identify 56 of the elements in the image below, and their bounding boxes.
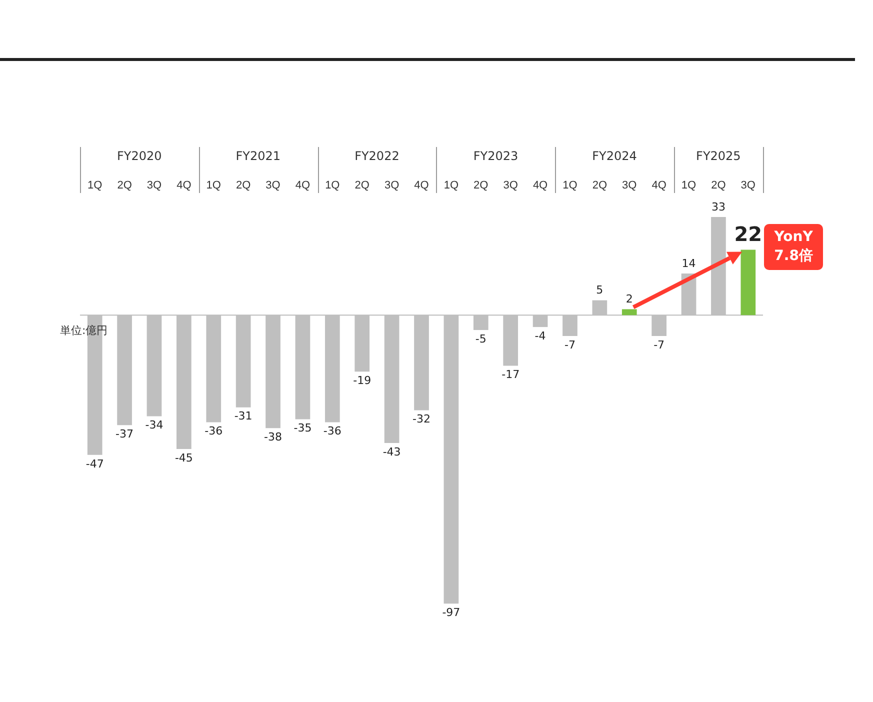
x-tick-label: 1Q: [562, 180, 578, 192]
data-label: -31: [234, 410, 252, 423]
x-tick-label: 2Q: [354, 180, 370, 192]
x-tick-label: 2Q: [236, 180, 252, 192]
data-label: -45: [174, 451, 193, 464]
data-label: -4: [534, 329, 546, 342]
data-label: -19: [353, 374, 372, 388]
data-label: -47: [86, 457, 104, 470]
x-tick-label: 4Q: [176, 180, 192, 192]
text: FY2025: [695, 149, 742, 163]
text: FY2023: [472, 149, 520, 163]
x-tick-label: 3Q: [503, 180, 518, 192]
text: YonY 7.8倍: [774, 228, 813, 266]
data-label: -5: [475, 332, 486, 346]
x-tick-label: 4Q: [532, 180, 548, 192]
x-tick-label: 3Q: [740, 180, 756, 192]
data-label: 5: [596, 284, 604, 297]
data-label: -7: [654, 338, 665, 352]
x-tick-label: 4Q: [295, 180, 310, 192]
text: FY2021: [234, 149, 282, 163]
x-tick-label: 1Q: [681, 180, 697, 192]
data-label: 2: [626, 292, 633, 306]
x-tick-label: 4Q: [652, 180, 667, 192]
x-tick-label: 4Q: [414, 180, 430, 192]
annotation: 単位:億円: [60, 323, 108, 338]
data-label: 14: [682, 256, 696, 270]
data-label: -34: [145, 418, 164, 432]
data-label: -35: [294, 422, 312, 435]
x-tick-label: 1Q: [444, 180, 459, 192]
text: FY2020: [116, 149, 163, 163]
bar: [622, 309, 637, 316]
x-tick-label: 2Q: [592, 180, 608, 192]
x-tick-label: 3Q: [266, 180, 281, 192]
data-label: -36: [323, 424, 342, 438]
text: FY2024: [591, 149, 638, 163]
data-label: -7: [564, 338, 576, 352]
x-tick-label: 1Q: [325, 180, 340, 192]
x-tick-label: 2Q: [711, 180, 726, 192]
data-label: 33: [711, 200, 726, 214]
data-label: -38: [264, 430, 282, 444]
x-tick-label: 2Q: [117, 180, 132, 192]
data-label: -17: [502, 368, 520, 382]
bar: [740, 250, 756, 316]
data-label: -43: [382, 445, 401, 458]
text: FY2022: [354, 149, 400, 163]
data-label: -32: [412, 412, 430, 426]
x-tick-label: 1Q: [206, 180, 222, 192]
x-tick-label: 1Q: [88, 180, 103, 192]
data-label: -97: [442, 606, 460, 619]
data-label: 22: [734, 222, 762, 246]
x-tick-label: 3Q: [146, 180, 162, 192]
x-tick-label: 3Q: [384, 180, 400, 192]
data-label: -36: [204, 424, 223, 438]
x-tick-label: 2Q: [474, 180, 489, 192]
data-label: -37: [116, 428, 134, 441]
x-tick-label: 3Q: [622, 180, 638, 192]
